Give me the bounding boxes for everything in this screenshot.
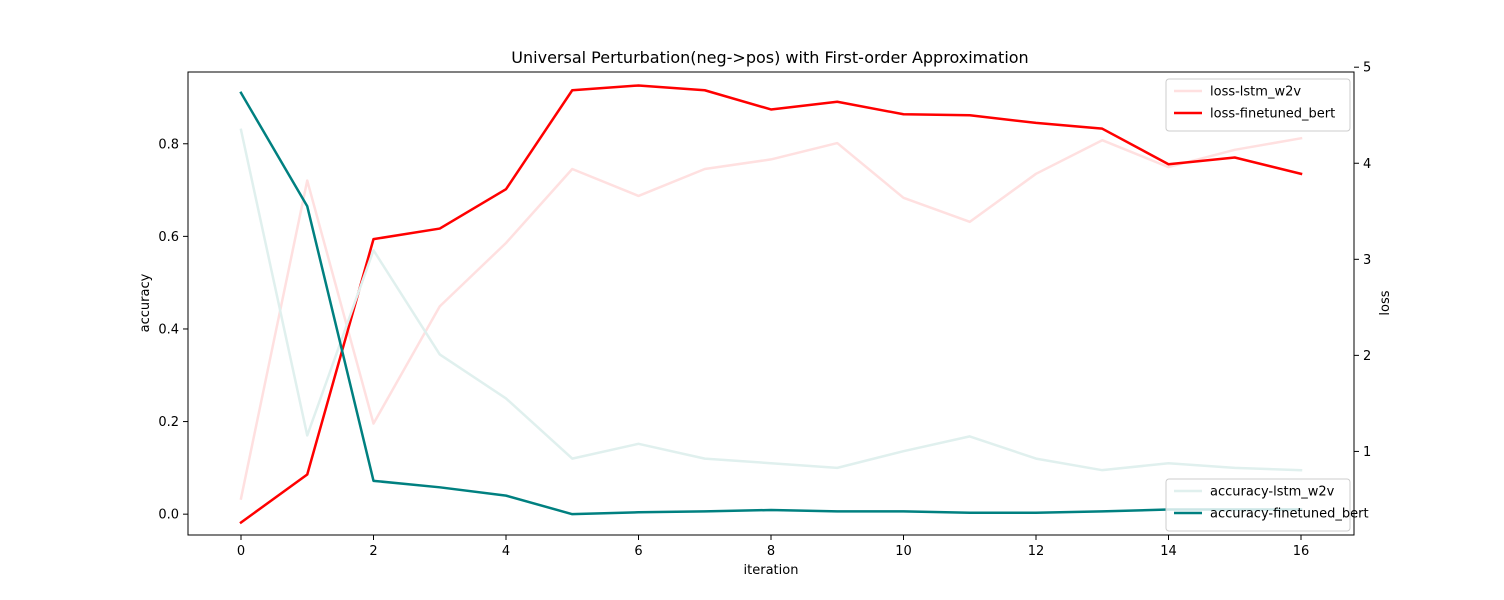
series-line-loss-lstm_w2v [239, 136, 1303, 500]
x-tick-label: 0 [237, 544, 245, 559]
y-right-tick-label: 3 [1363, 253, 1371, 268]
x-tick-label: 14 [1160, 544, 1177, 559]
x-axis: 0 2 4 6 8 10 12 14 16 [237, 535, 1309, 559]
y-right-tick-label: 4 [1363, 157, 1371, 172]
x-tick-label: 6 [634, 544, 642, 559]
x-tick-label: 4 [502, 544, 510, 559]
x-tick-label: 2 [369, 544, 377, 559]
y-left-tick-label: 0.2 [158, 415, 179, 430]
y-left-tick-label: 0.0 [158, 508, 179, 523]
x-tick-label: 16 [1293, 544, 1310, 559]
series-line-accuracy-lstm_w2v [239, 128, 1303, 472]
y-left-tick-label: 0.6 [158, 230, 179, 245]
legend-label: accuracy-lstm_w2v [1210, 485, 1335, 500]
legend-label: accuracy-finetuned_bert [1210, 507, 1369, 522]
legend-label: loss-lstm_w2v [1210, 85, 1301, 100]
y-right-tick-label: 1 [1363, 445, 1371, 460]
y-left-tick-label: 0.8 [158, 137, 179, 152]
legend-lower-right: accuracy-lstm_w2v accuracy-finetuned_bert [1165, 478, 1369, 532]
y-axis-left-label: accuracy [138, 273, 153, 332]
x-tick-label: 8 [767, 544, 775, 559]
y-right-tick-label: 5 [1363, 61, 1371, 76]
legend-box [1165, 478, 1351, 532]
y-axis-right: 1 2 3 4 5 [1354, 61, 1371, 460]
x-tick-label: 12 [1028, 544, 1045, 559]
y-axis-right-label: loss [1378, 290, 1393, 315]
series-line-loss-finetuned_bert [239, 84, 1303, 525]
y-left-tick-label: 0.4 [158, 322, 179, 337]
legend-upper-right: loss-lstm_w2v loss-finetuned_bert [1165, 78, 1351, 132]
legend-label: loss-finetuned_bert [1210, 107, 1335, 122]
legend-layer: loss-lstm_w2v loss-finetuned_bert accuracy… [1165, 78, 1369, 532]
chart-title: Universal Perturbation(neg->pos) with Fi… [511, 48, 1028, 67]
legend-box [1165, 78, 1351, 132]
x-tick-label: 10 [895, 544, 912, 559]
y-right-tick-label: 2 [1363, 349, 1371, 364]
series-layer [239, 84, 1303, 525]
series-line-accuracy-finetuned_bert [239, 91, 1303, 516]
y-axis-left: 0.0 0.2 0.4 0.6 0.8 [158, 137, 188, 523]
x-axis-label: iteration [744, 563, 799, 578]
